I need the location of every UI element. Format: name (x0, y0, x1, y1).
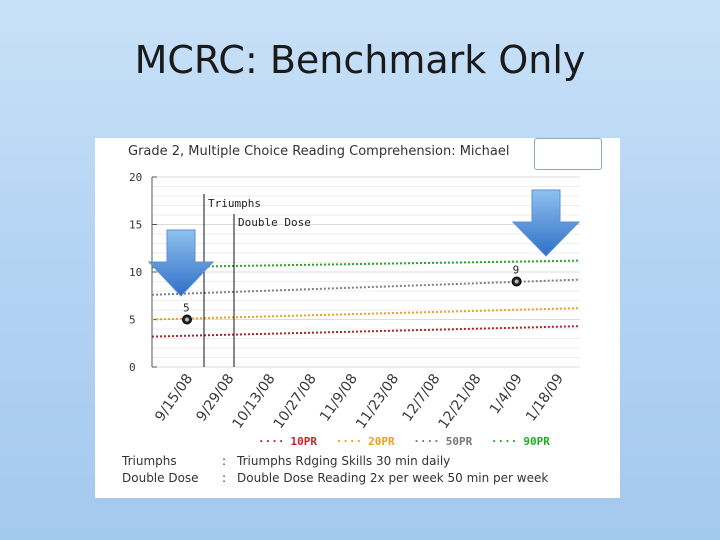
x-tick-label: 9/15/08 (152, 371, 196, 424)
phase-label: Double Dose (238, 216, 311, 229)
chart-title: Grade 2, Multiple Choice Reading Compreh… (128, 144, 510, 159)
key-desc: Double Dose Reading 2x per week 50 min p… (237, 471, 549, 485)
data-label: 9 (513, 264, 520, 277)
chart-panel: Grade 2, Multiple Choice Reading Compreh… (95, 138, 620, 498)
data-point-center (185, 317, 189, 322)
key-desc: Triumphs Rdging Skills 30 min daily (237, 454, 451, 468)
legend-item-10pr: ···· 10PR (258, 435, 317, 448)
slide-title: MCRC: Benchmark Only (134, 38, 586, 82)
legend-item-90pr: ···· 90PR (490, 435, 550, 448)
down-arrow-icon (147, 229, 215, 297)
series-20pr (151, 307, 581, 321)
chart-svg: 0 5 10 15 20 Triumphs Double Dose 5 9 9/15/089… (129, 171, 581, 432)
x-tick-label: 1/18/09 (523, 371, 567, 424)
legend: ···· 10PR ···· 20PR ···· 50PR ···· 90PR (258, 435, 562, 448)
key-sep: : (222, 471, 227, 485)
legend-item-20pr: ···· 20PR (335, 435, 395, 448)
key-term: Triumphs (122, 454, 177, 468)
data-point-center (514, 279, 519, 284)
down-arrow-icon (511, 189, 581, 257)
x-tick-label: 1/4/09 (487, 371, 526, 417)
y-tick-label: 15 (129, 219, 142, 232)
series-50pr (151, 278, 581, 296)
series-90pr (151, 259, 581, 269)
y-tick-label: 5 (129, 314, 136, 327)
x-tick-label: 12/7/08 (399, 371, 443, 424)
x-tick-label: 9/29/08 (193, 371, 237, 424)
key-sep: : (222, 454, 227, 468)
y-tick-label: 0 (129, 361, 136, 374)
title-box (534, 138, 602, 170)
phase-label: Triumphs (208, 197, 261, 210)
key-term: Double Dose (122, 471, 199, 485)
legend-item-50pr: ···· 50PR (413, 435, 473, 448)
key-row-double-dose: Double Dose: Double Dose Reading 2x per w… (122, 471, 548, 485)
x-tick-label: 11/9/08 (317, 371, 361, 424)
y-tick-label: 20 (129, 171, 142, 184)
data-label: 5 (183, 302, 190, 315)
series-10pr (151, 325, 581, 338)
y-tick-label: 10 (129, 266, 142, 279)
key-row-triumphs: Triumphs: Triumphs Rdging Skills 30 min d… (122, 454, 450, 468)
